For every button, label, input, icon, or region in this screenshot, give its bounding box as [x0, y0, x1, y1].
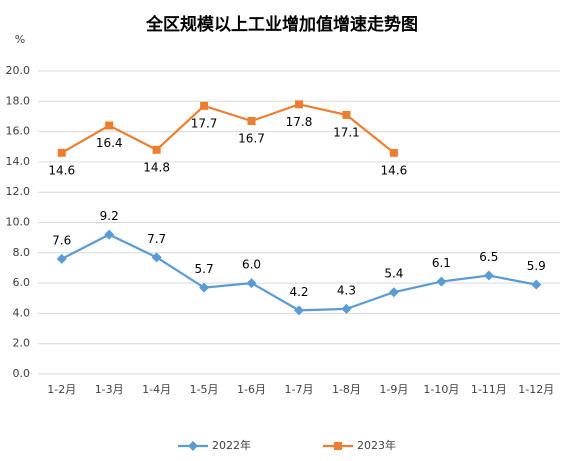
marker — [152, 145, 161, 154]
series-line — [61, 103, 395, 154]
value-label: 16.4 — [96, 136, 123, 150]
value-label: 14.6 — [48, 163, 75, 177]
value-label: 5.7 — [195, 262, 214, 276]
x-tick-label: 1-11月 — [471, 383, 507, 396]
x-tick-label: 1-9月 — [379, 383, 408, 396]
value-label: 7.6 — [52, 233, 71, 247]
x-tick-label: 1-12月 — [518, 383, 554, 396]
marker — [436, 276, 447, 287]
y-tick-label: 12.0 — [6, 185, 31, 198]
x-tick-label: 1-8月 — [332, 383, 361, 396]
value-label: 5.9 — [527, 259, 546, 273]
y-tick-label: 4.0 — [13, 306, 31, 319]
y-tick-label: 20.0 — [6, 64, 31, 77]
value-label: 9.2 — [100, 209, 119, 223]
value-label: 17.8 — [286, 115, 313, 129]
value-label: 17.1 — [333, 125, 360, 139]
chart-title: 全区规模以上工业增加值增速走势图 — [145, 14, 418, 35]
value-label: 7.7 — [147, 232, 166, 246]
x-tick-label: 1-3月 — [95, 383, 124, 396]
x-tick-label: 1-7月 — [285, 383, 314, 396]
y-tick-label: 6.0 — [13, 276, 31, 289]
marker — [531, 279, 542, 290]
y-tick-label: 0.0 — [13, 367, 31, 380]
value-label: 5.4 — [384, 267, 403, 281]
value-label: 6.1 — [432, 256, 451, 270]
value-label: 17.7 — [191, 116, 218, 130]
value-label: 6.0 — [242, 258, 261, 272]
value-label: 4.3 — [337, 283, 356, 297]
y-tick-label: 14.0 — [6, 155, 31, 168]
marker — [200, 101, 209, 110]
marker — [247, 116, 256, 125]
x-tick-label: 1-2月 — [47, 383, 76, 396]
marker — [56, 253, 67, 264]
y-tick-label: 10.0 — [6, 216, 31, 229]
marker — [342, 110, 351, 119]
marker — [104, 229, 115, 240]
marker — [151, 252, 162, 263]
x-tick-label: 1-6月 — [237, 383, 266, 396]
value-label: 14.8 — [143, 160, 170, 174]
x-tick-label: 1-10月 — [423, 383, 459, 396]
marker — [199, 282, 210, 293]
marker — [246, 278, 257, 289]
marker — [334, 442, 342, 450]
y-tick-label: 18.0 — [6, 94, 31, 107]
value-label: 6.5 — [479, 250, 498, 264]
marker — [388, 287, 399, 298]
value-label: 4.2 — [289, 285, 308, 299]
marker — [294, 305, 304, 316]
marker — [57, 148, 66, 157]
legend-label: 2023年 — [357, 438, 396, 452]
value-label: 16.7 — [238, 131, 265, 145]
value-label: 14.6 — [381, 163, 408, 177]
y-tick-label: 8.0 — [13, 246, 31, 259]
marker — [105, 121, 114, 130]
y-tick-label: 2.0 — [13, 337, 31, 350]
marker — [341, 303, 352, 314]
marker — [483, 270, 494, 281]
y-unit: % — [15, 33, 25, 46]
marker — [295, 100, 303, 109]
marker — [188, 441, 198, 451]
marker — [389, 148, 398, 157]
x-tick-label: 1-5月 — [190, 383, 219, 396]
x-tick-label: 1-4月 — [142, 383, 171, 396]
legend-label: 2022年 — [212, 438, 251, 452]
y-tick-label: 16.0 — [6, 125, 31, 138]
